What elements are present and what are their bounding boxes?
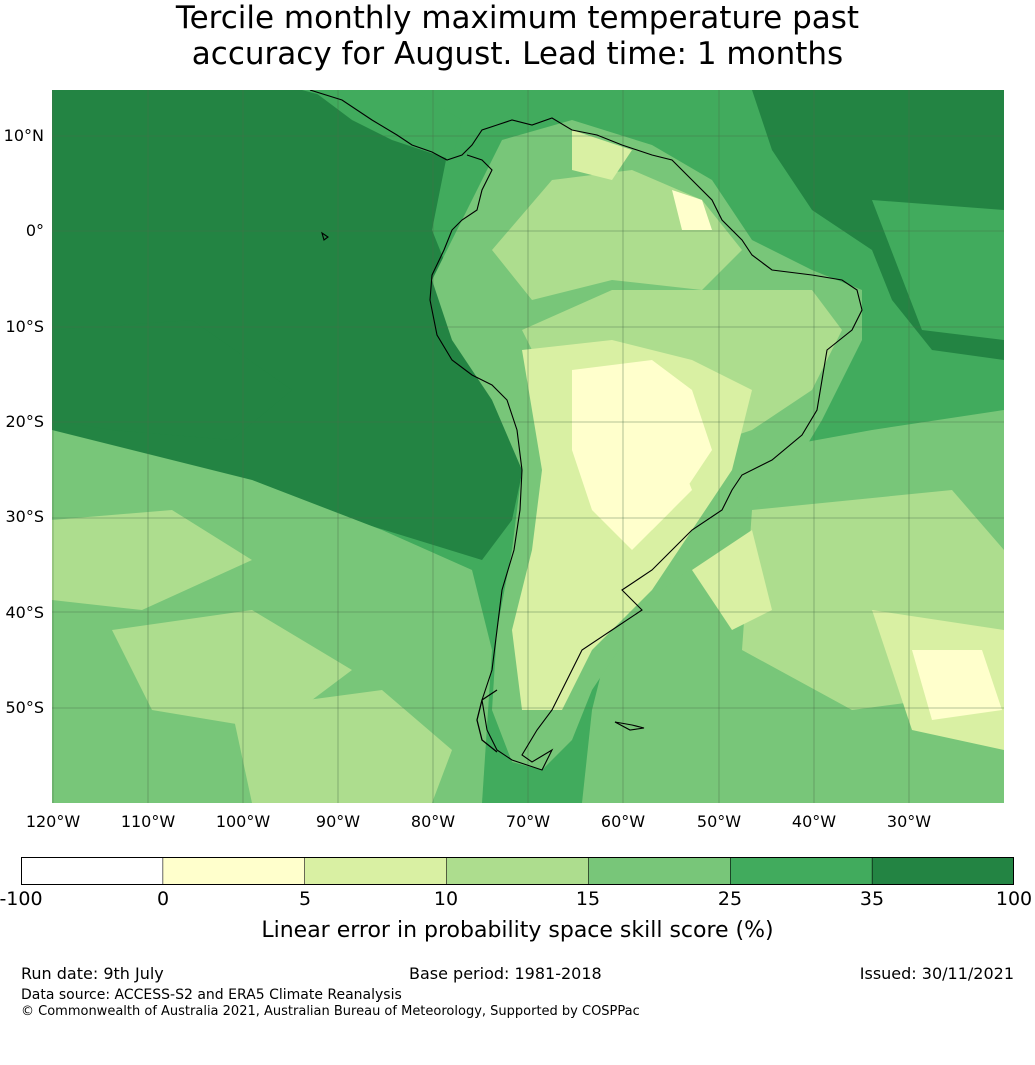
base-period: Base period: 1981-2018: [409, 964, 602, 983]
data-source: Data source: ACCESS-S2 and ERA5 Climate …: [21, 987, 402, 1003]
pacific-high-skill-zone: [52, 90, 527, 560]
lat-label-0: 0°: [25, 221, 44, 240]
lon-label-100w: 100°W: [215, 812, 271, 831]
colorbar-tick-neg100: -100: [0, 888, 43, 910]
colorbar-tick-35: 35: [859, 888, 885, 910]
run-date: Run date: 9th July: [21, 964, 164, 983]
skill-score-map: [52, 90, 1004, 803]
lon-label-90w: 90°W: [315, 812, 361, 831]
colorbar-bin-5: [730, 857, 873, 885]
map-title-line-2: accuracy for August. Lead time: 1 months: [191, 36, 844, 72]
lon-label-120w: 120°W: [25, 812, 81, 831]
colorbar-bin-1: [162, 857, 306, 885]
central-america-zone: [312, 90, 462, 160]
colorbar-bin-6: [872, 857, 1014, 885]
lat-label-20s: 20°S: [5, 412, 44, 431]
lat-label-50s: 50°S: [5, 698, 44, 717]
lon-label-110w: 110°W: [120, 812, 176, 831]
copyright: © Commonwealth of Australia 2021, Austra…: [21, 1004, 640, 1019]
colorbar-bin-2: [304, 857, 448, 885]
lon-label-60w: 60°W: [600, 812, 646, 831]
lon-label-50w: 50°W: [696, 812, 742, 831]
lon-label-80w: 80°W: [410, 812, 456, 831]
colorbar-bin-4: [588, 857, 731, 885]
coastline: [309, 90, 863, 771]
colorbar-tick-5: 5: [298, 888, 312, 910]
south-america-land: [432, 120, 862, 770]
lat-label-30s: 30°S: [5, 507, 44, 526]
lon-label-40w: 40°W: [791, 812, 837, 831]
colorbar-label: Linear error in probability space skill …: [261, 918, 774, 943]
colorbar-segments: [21, 857, 1014, 885]
colorbar-bin-0: [21, 857, 164, 885]
southern-ocean-medium-zone: [52, 410, 1004, 803]
colorbar-bin-3: [446, 857, 589, 885]
lon-label-70w: 70°W: [505, 812, 551, 831]
colorbar: [21, 857, 1014, 885]
map-title: Tercile monthly maximum temperature past…: [0, 0, 1035, 72]
graticule: [52, 90, 1004, 803]
issued-date: Issued: 30/11/2021: [859, 964, 1014, 983]
atlantic-high-skill-zone: [752, 90, 1004, 360]
lon-label-30w: 30°W: [886, 812, 932, 831]
colorbar-tick-25: 25: [717, 888, 743, 910]
colorbar-tick-15: 15: [575, 888, 601, 910]
map-title-line-1: Tercile monthly maximum temperature past: [175, 0, 860, 36]
lat-label-10n: 10°N: [3, 126, 44, 145]
colorbar-tick-10: 10: [433, 888, 459, 910]
lat-label-10s: 10°S: [5, 317, 44, 336]
lat-label-40s: 40°S: [5, 603, 44, 622]
colorbar-tick-0: 0: [156, 888, 170, 910]
colorbar-tick-100: 100: [995, 888, 1033, 910]
